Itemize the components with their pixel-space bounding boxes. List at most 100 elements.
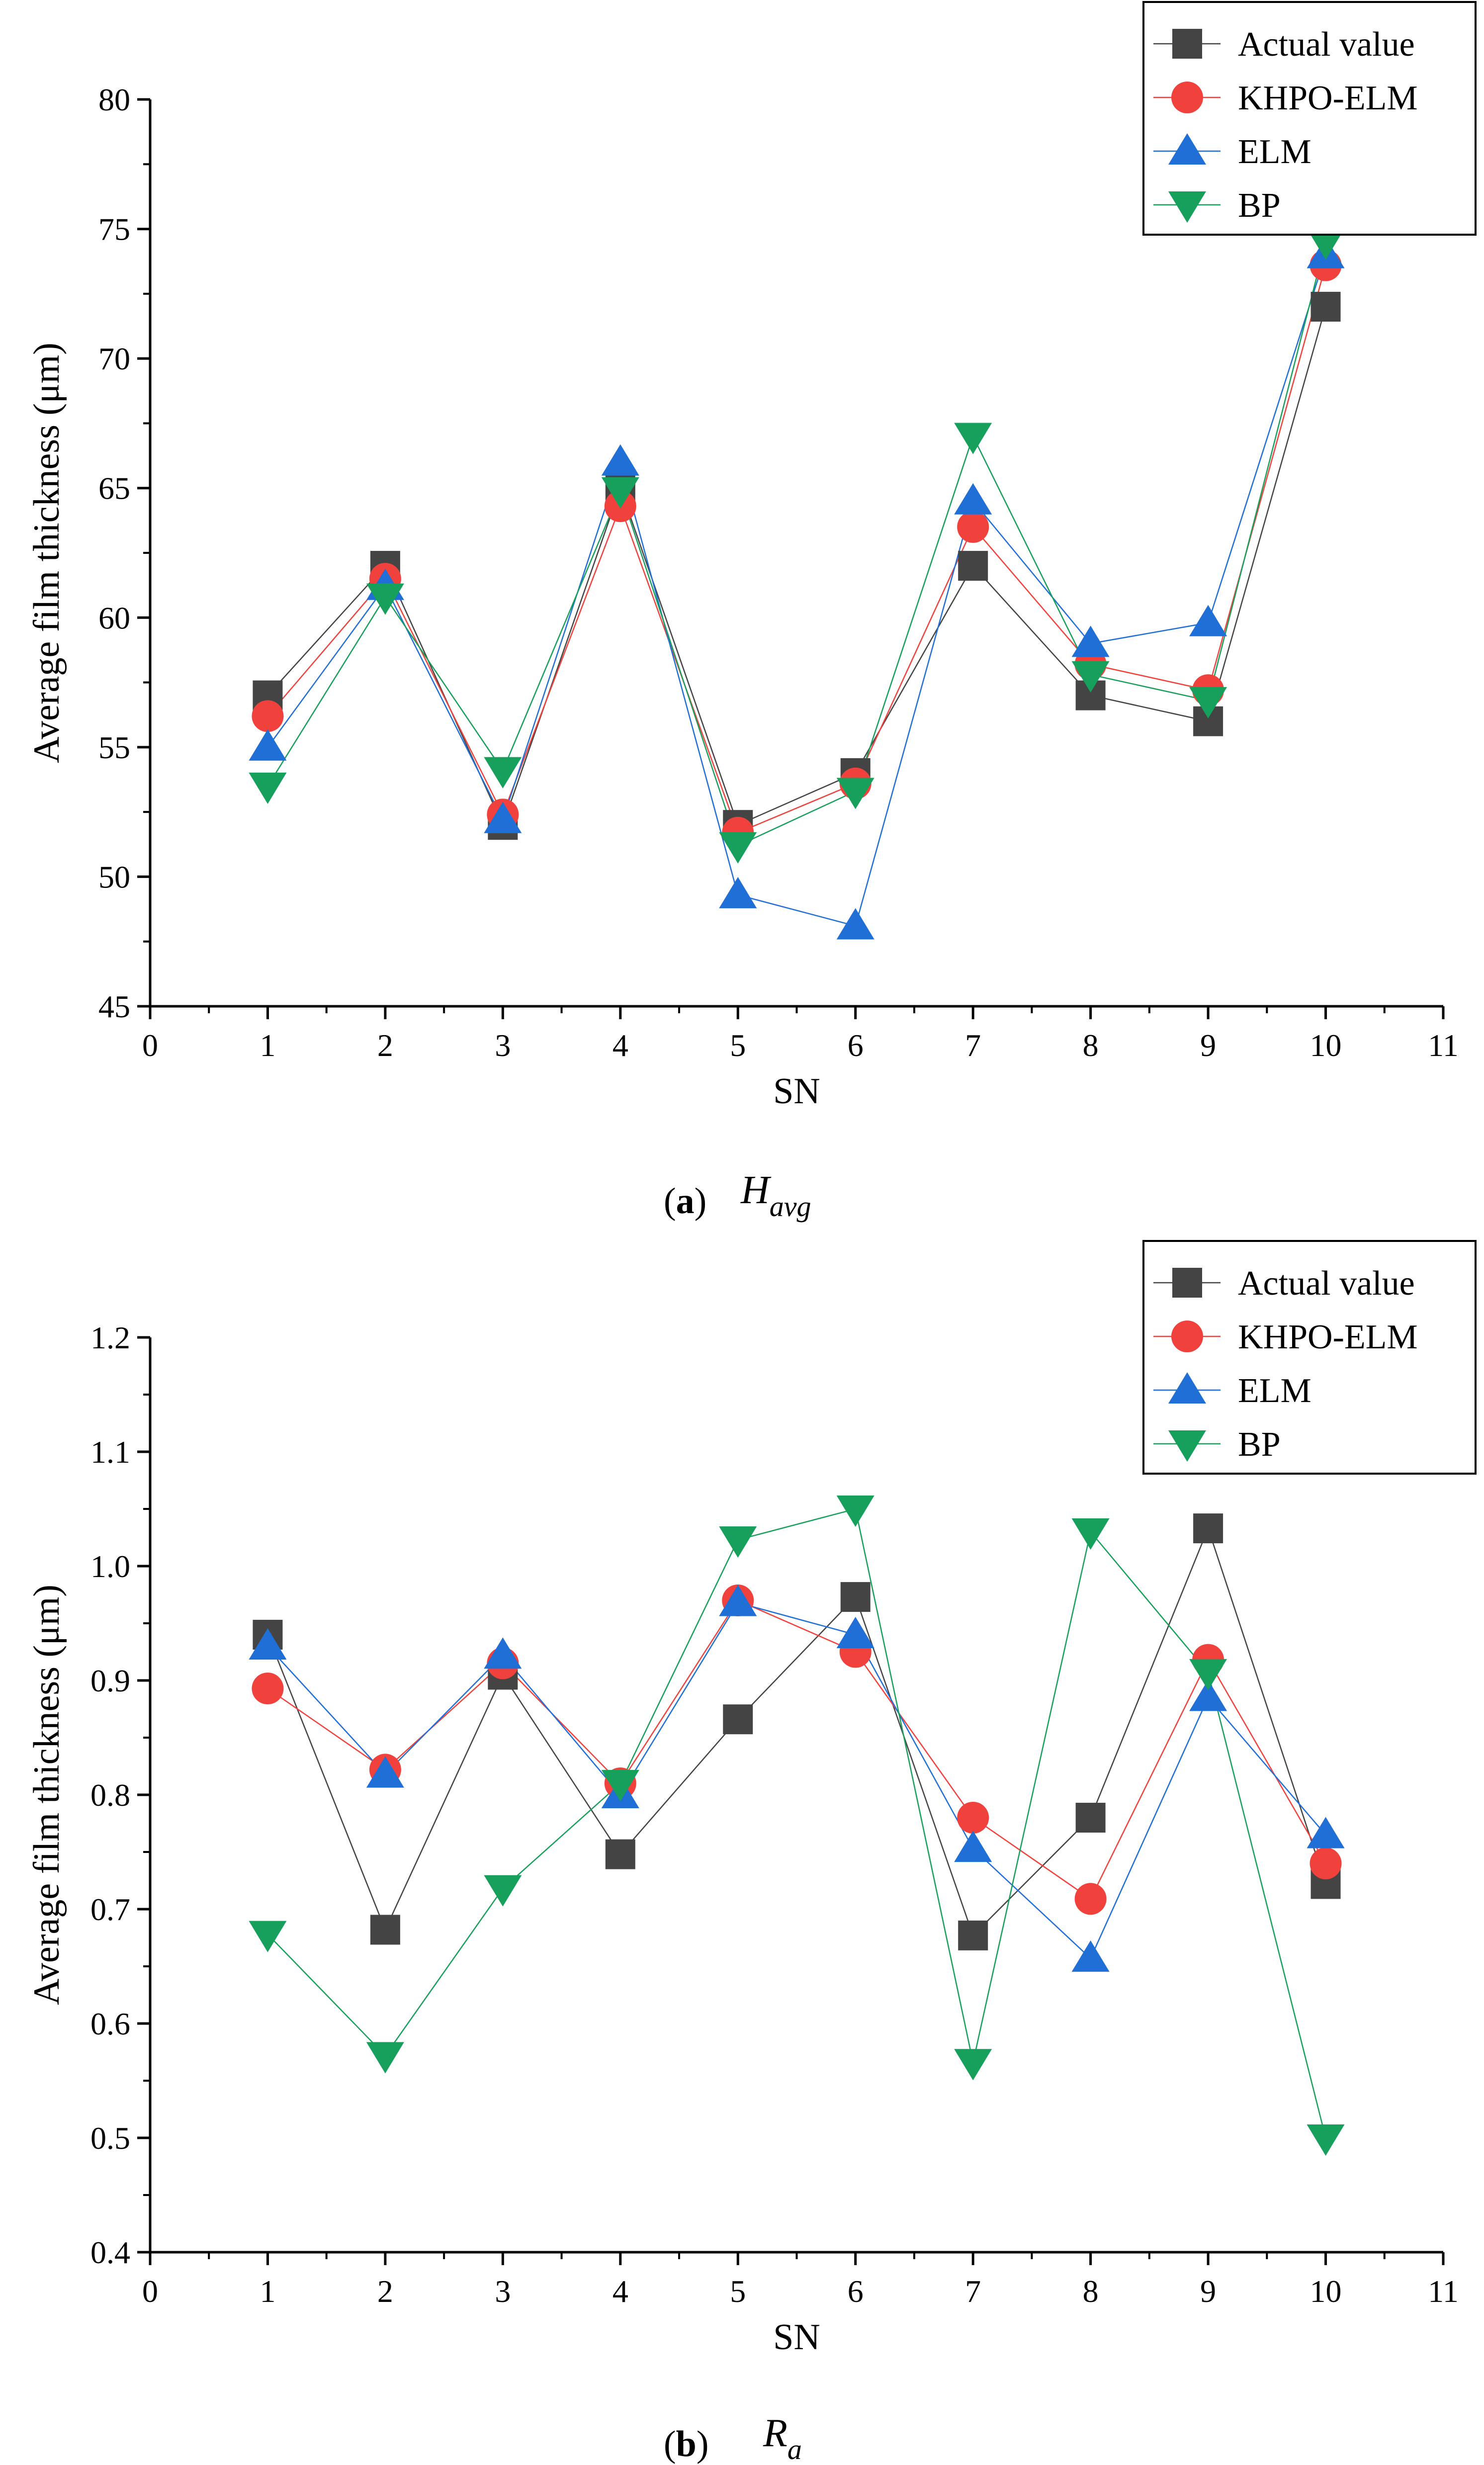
data-point-actual-value — [958, 1920, 988, 1950]
legend-marker — [1172, 1268, 1202, 1298]
data-point-bp — [484, 757, 522, 789]
x-tick-label: 7 — [965, 1028, 981, 1063]
data-point-actual-value — [840, 1582, 871, 1612]
data-point-khpo-elm — [957, 511, 989, 543]
data-point-khpo-elm — [252, 700, 284, 732]
data-point-bp — [719, 832, 757, 864]
series-line-actual-value — [267, 1526, 1326, 1937]
y-tick-label: 0.6 — [90, 2006, 130, 2041]
legend-marker — [1171, 1321, 1203, 1352]
legend-marker — [1168, 191, 1206, 223]
panel-caption-symbol: Havg — [740, 1168, 811, 1223]
x-tick-label: 5 — [730, 1028, 746, 1063]
data-point-actual-value — [958, 551, 988, 581]
data-point-bp — [249, 1921, 287, 1952]
x-tick-label: 6 — [848, 2274, 864, 2309]
data-point-elm — [1189, 1679, 1227, 1711]
data-point-actual-value — [1075, 1803, 1106, 1833]
series-line-elm — [267, 255, 1326, 927]
y-axis-title: Average film thickness (μm) — [26, 1585, 67, 2005]
data-point-bp — [954, 2049, 992, 2081]
series-line-bp — [267, 1508, 1326, 2138]
data-point-bp — [836, 778, 874, 809]
x-tick-label: 7 — [965, 2274, 981, 2309]
data-point-khpo-elm — [252, 1673, 284, 1705]
y-tick-label: 0.9 — [90, 1663, 130, 1698]
y-tick-label: 0.5 — [90, 2120, 130, 2156]
data-point-bp — [1189, 687, 1227, 719]
panel-caption-letter: (b) — [664, 2424, 708, 2465]
data-point-elm — [1189, 605, 1227, 636]
data-point-bp — [954, 423, 992, 454]
data-point-elm — [484, 801, 522, 833]
x-tick-label: 2 — [377, 1028, 393, 1063]
data-point-bp — [1071, 661, 1110, 693]
panel-caption-symbol: Ra — [763, 2411, 802, 2465]
y-tick-label: 0.7 — [90, 1892, 130, 1927]
data-point-bp — [1071, 1518, 1110, 1550]
x-tick-label: 10 — [1310, 2274, 1342, 2309]
y-tick-label: 55 — [98, 730, 130, 765]
series-line-khpo-elm — [267, 265, 1326, 834]
legend-label: KHPO-ELM — [1238, 79, 1418, 117]
data-point-elm — [366, 1756, 404, 1788]
data-point-actual-value — [723, 1704, 753, 1735]
data-point-elm — [719, 877, 757, 908]
legend-label: ELM — [1238, 133, 1311, 171]
chart-panel-b: 0 1 2 3 4 5 6 7 8 9 10 11 0.4 0.5 0.6 0.7 0.8 0.9 1.0 1.1 1.… — [26, 1240, 1477, 2465]
legend-marker — [1172, 29, 1202, 59]
data-point-bp — [249, 773, 287, 804]
y-tick-label: 80 — [98, 82, 130, 117]
data-point-khpo-elm — [957, 1802, 989, 1834]
data-point-elm — [954, 1831, 992, 1862]
data-point-khpo-elm — [1309, 1848, 1342, 1879]
legend-marker — [1168, 1372, 1206, 1404]
data-point-bp — [366, 2042, 404, 2074]
x-tick-label: 8 — [1083, 2274, 1099, 2309]
legend: Actual value KHPO-ELM ELM BP — [1142, 1, 1477, 236]
data-point-elm — [954, 483, 992, 515]
legend-marker — [1168, 133, 1206, 165]
y-tick-label: 60 — [98, 600, 130, 635]
data-point-bp — [484, 1875, 522, 1907]
x-tick-label: 8 — [1083, 1028, 1099, 1063]
data-point-bp — [1189, 1659, 1227, 1690]
data-point-elm — [719, 1585, 757, 1616]
data-point-elm — [249, 729, 287, 761]
x-tick-label: 10 — [1310, 1028, 1342, 1063]
x-tick-label: 4 — [612, 1028, 628, 1063]
y-tick-label: 0.8 — [90, 1777, 130, 1813]
legend-label: Actual value — [1238, 1264, 1415, 1303]
y-tick-label: 50 — [98, 859, 130, 894]
y-tick-label: 1.0 — [90, 1549, 130, 1584]
legend-label: BP — [1238, 1425, 1281, 1464]
x-tick-label: 2 — [377, 2274, 393, 2309]
x-tick-label: 6 — [848, 1028, 864, 1063]
series-line-elm — [267, 1602, 1326, 1960]
data-point-elm — [484, 1637, 522, 1669]
legend: Actual value KHPO-ELM ELM BP — [1142, 1240, 1477, 1475]
x-tick-label: 0 — [142, 2274, 158, 2309]
data-point-elm — [249, 1628, 287, 1660]
legend-label: Actual value — [1238, 25, 1415, 64]
panel-caption-letter: (a) — [664, 1181, 706, 1222]
legend-marker — [1171, 82, 1203, 113]
data-point-elm — [1307, 1817, 1345, 1849]
legend-label: ELM — [1238, 1372, 1311, 1410]
y-axis-title: Average film thickness (μm) — [26, 343, 67, 763]
data-point-actual-value — [1310, 291, 1341, 322]
y-tick-label: 1.2 — [90, 1320, 130, 1355]
x-tick-label: 5 — [730, 2274, 746, 2309]
data-point-actual-value — [1193, 1513, 1223, 1544]
legend-label: KHPO-ELM — [1238, 1318, 1418, 1356]
x-axis-title: SN — [773, 2317, 820, 2358]
x-axis-title: SN — [773, 1071, 820, 1112]
y-tick-label: 0.4 — [90, 2235, 130, 2270]
legend-label: BP — [1238, 186, 1281, 225]
x-tick-label: 3 — [495, 2274, 511, 2309]
series-line-khpo-elm — [267, 1599, 1326, 1900]
x-tick-label: 4 — [612, 2274, 628, 2309]
y-tick-label: 65 — [98, 471, 130, 506]
